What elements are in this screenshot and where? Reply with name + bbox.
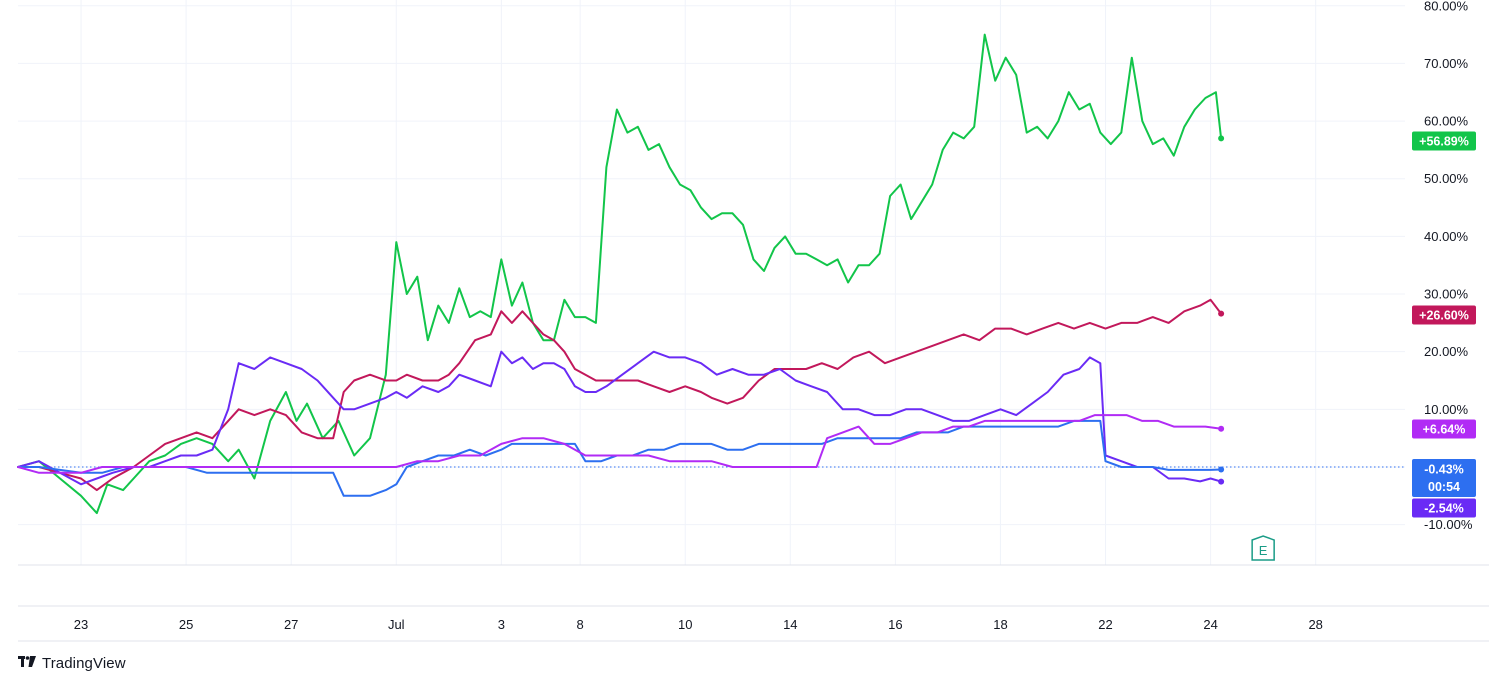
badge-bg [1412, 419, 1476, 439]
last-value-badge[interactable]: +26.60% [1412, 305, 1476, 325]
x-tick-label: 27 [284, 617, 298, 632]
badge-value: +6.64% [1423, 423, 1466, 437]
badge-bg [1412, 498, 1476, 518]
last-value-badge[interactable]: +6.64% [1412, 419, 1476, 439]
y-tick-label: 20.00% [1424, 344, 1469, 359]
y-tick-label: 30.00% [1424, 287, 1469, 302]
series-line-3[interactable] [17, 419, 1223, 497]
x-tick-label: 25 [179, 617, 193, 632]
last-value-badges: +56.89% +26.60% +6.64% -0.43% 00:54 -2.54% [1412, 131, 1476, 518]
brand-footer[interactable]: TradingView [18, 653, 126, 673]
last-value-badge[interactable]: -0.43% 00:54 [1412, 459, 1476, 497]
countdown-timer: 00:54 [1428, 480, 1460, 494]
x-axis: 23 25 27 Jul 3 8 10 14 16 18 22 24 28 [74, 617, 1323, 632]
series-line-2[interactable] [17, 350, 1223, 486]
x-tick-label: 24 [1203, 617, 1217, 632]
y-tick-label: 80.00% [1424, 0, 1469, 13]
x-tick-label: Jul [388, 617, 405, 632]
y-tick-label: 10.00% [1424, 402, 1469, 417]
brand-name: TradingView [42, 654, 126, 672]
x-tick-label: 14 [783, 617, 797, 632]
x-tick-label: 18 [993, 617, 1007, 632]
badge-bg [1412, 459, 1476, 497]
y-tick-label: 40.00% [1424, 229, 1469, 244]
x-tick-label: 28 [1308, 617, 1322, 632]
series-line-1[interactable] [17, 298, 1223, 492]
y-axis: 80.00% 70.00% 60.00% 50.00% 40.00% 30.00% 20.0… [1424, 0, 1473, 532]
last-value-badge[interactable]: +56.89% [1412, 131, 1476, 151]
series-line-4[interactable] [17, 414, 1223, 474]
y-tick-label: 50.00% [1424, 171, 1469, 186]
series-last-point [1218, 310, 1225, 317]
x-tick-label: 16 [888, 617, 902, 632]
tradingview-logo-icon [18, 655, 36, 671]
badge-bg [1412, 305, 1476, 325]
x-tick-label: 10 [678, 617, 692, 632]
y-tick-label: -10.00% [1424, 517, 1473, 532]
x-tick-label: 8 [577, 617, 584, 632]
earnings-marker-shape [1251, 535, 1275, 561]
badge-bg [1412, 131, 1476, 151]
badge-value: +56.89% [1419, 135, 1469, 149]
series-last-point [1218, 478, 1225, 485]
earnings-e-icon[interactable]: E [1251, 535, 1275, 561]
series-last-point [1218, 135, 1225, 142]
badge-value: -0.43% [1424, 463, 1464, 477]
badge-value: +26.60% [1419, 309, 1469, 323]
series-layer [17, 33, 1225, 515]
series-line-0[interactable] [17, 33, 1223, 515]
series-last-point [1218, 425, 1225, 432]
badge-value: -2.54% [1424, 502, 1464, 516]
last-value-badge[interactable]: -2.54% [1412, 498, 1476, 518]
y-tick-label: 70.00% [1424, 56, 1469, 71]
earnings-marker-label: E [1259, 543, 1268, 558]
y-tick-label: 60.00% [1424, 114, 1469, 129]
event-markers: E [1251, 535, 1275, 561]
x-tick-label: 22 [1098, 617, 1112, 632]
x-tick-label: 3 [498, 617, 505, 632]
series-last-point [1218, 466, 1225, 473]
x-tick-label: 23 [74, 617, 88, 632]
